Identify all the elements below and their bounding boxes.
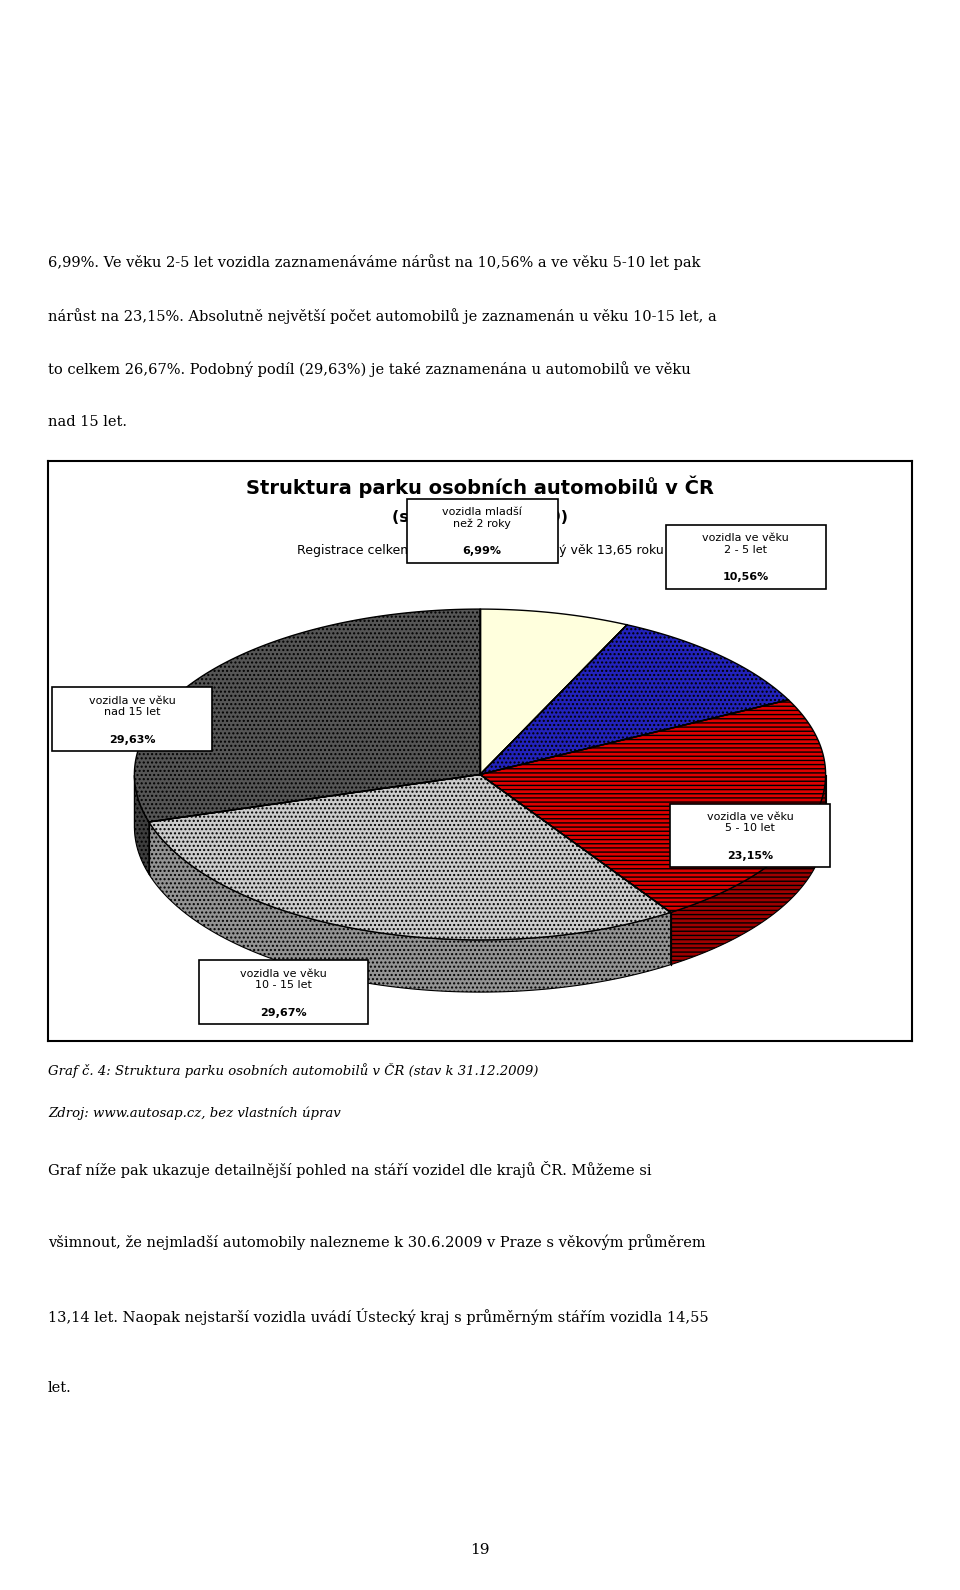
Polygon shape: [149, 774, 671, 940]
Text: 23,15%: 23,15%: [727, 851, 773, 860]
Text: (stav k 31.12.2009): (stav k 31.12.2009): [392, 510, 568, 525]
Text: to celkem 26,67%. Podobný podíl (29,63%) je také zaznamenána u automobilů ve věk: to celkem 26,67%. Podobný podíl (29,63%)…: [48, 361, 691, 377]
Text: Graf č. 4: Struktura parku osobních automobilů v ČR (stav k 31.12.2009): Graf č. 4: Struktura parku osobních auto…: [48, 1062, 539, 1078]
FancyBboxPatch shape: [666, 525, 826, 588]
Text: 6,99%. Ve věku 2-5 let vozidla zaznamenáváme nárůst na 10,56% a ve věku 5-10 let: 6,99%. Ve věku 2-5 let vozidla zaznamená…: [48, 254, 701, 270]
Text: 29,63%: 29,63%: [109, 735, 156, 744]
Polygon shape: [671, 774, 826, 965]
Text: 10,56%: 10,56%: [723, 572, 769, 582]
Polygon shape: [134, 776, 149, 874]
Polygon shape: [480, 625, 788, 774]
Text: Registrace celkem 4 435 052 ks, průměrný věk 13,65 roku: Registrace celkem 4 435 052 ks, průměrný…: [297, 544, 663, 558]
Polygon shape: [149, 822, 671, 992]
Text: vozidla ve věku
nad 15 let: vozidla ve věku nad 15 let: [89, 696, 176, 717]
Text: let.: let.: [48, 1382, 72, 1394]
Polygon shape: [480, 700, 826, 913]
Text: Struktura parku osobních automobilů v ČR: Struktura parku osobních automobilů v ČR: [246, 475, 714, 498]
FancyBboxPatch shape: [200, 960, 368, 1024]
Polygon shape: [134, 609, 480, 822]
Text: Graf níže pak ukazuje detailnější pohled na stáří vozidel dle krajů ČR. Můžeme s: Graf níže pak ukazuje detailnější pohled…: [48, 1161, 652, 1178]
Text: vozidla ve věku
2 - 5 let: vozidla ve věku 2 - 5 let: [703, 533, 789, 555]
FancyBboxPatch shape: [670, 803, 829, 868]
FancyBboxPatch shape: [407, 499, 558, 563]
Text: 29,67%: 29,67%: [260, 1008, 307, 1018]
Text: všimnout, že nejmladší automobily nalezneme k 30.6.2009 v Praze s věkovým průměr: všimnout, že nejmladší automobily nalezn…: [48, 1234, 706, 1250]
Text: vozidla ve věku
5 - 10 let: vozidla ve věku 5 - 10 let: [707, 812, 793, 833]
Text: 19: 19: [470, 1544, 490, 1557]
Text: nad 15 let.: nad 15 let.: [48, 415, 127, 429]
Text: 13,14 let. Naopak nejstarší vozidla uvádí Ústecký kraj s průměrným stářím vozidl: 13,14 let. Naopak nejstarší vozidla uvád…: [48, 1307, 708, 1324]
Text: vozidla mladší
než 2 roky: vozidla mladší než 2 roky: [443, 507, 522, 529]
FancyBboxPatch shape: [52, 687, 212, 752]
Polygon shape: [480, 609, 627, 774]
Text: vozidla ve věku
10 - 15 let: vozidla ve věku 10 - 15 let: [240, 968, 326, 991]
Text: Zdroj: www.autosap.cz, bez vlastních úprav: Zdroj: www.autosap.cz, bez vlastních úpr…: [48, 1107, 341, 1119]
Text: nárůst na 23,15%. Absolutně největší počet automobilů je zaznamenán u věku 10-15: nárůst na 23,15%. Absolutně největší poč…: [48, 308, 717, 324]
Text: 6,99%: 6,99%: [463, 547, 502, 556]
